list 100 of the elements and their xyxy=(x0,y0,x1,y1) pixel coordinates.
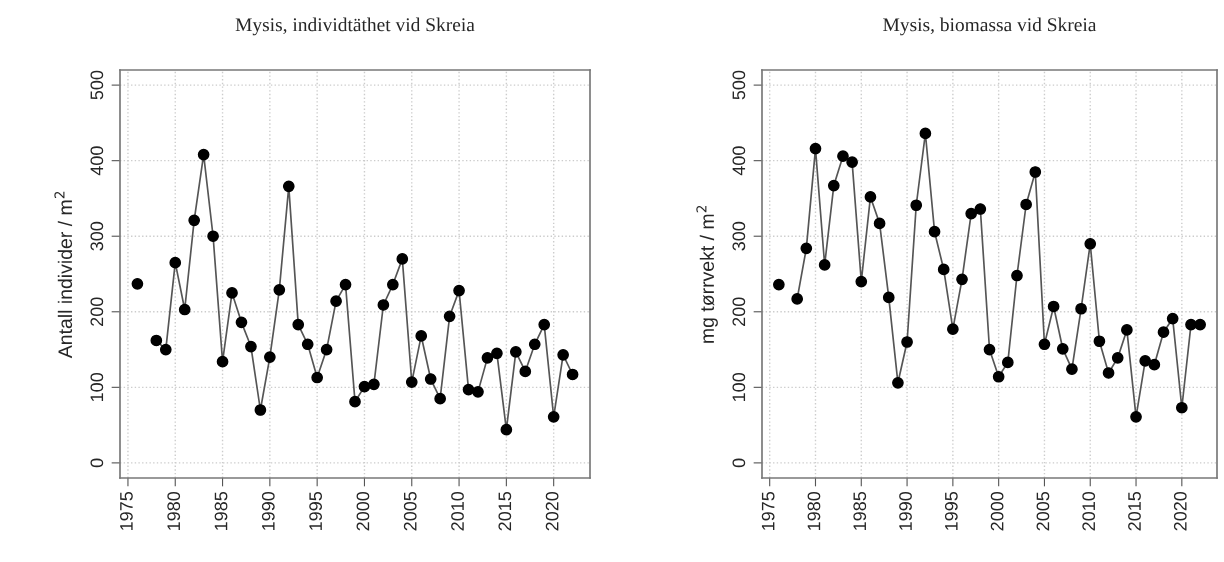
point xyxy=(882,291,895,304)
point xyxy=(226,287,238,299)
point xyxy=(339,278,352,291)
point xyxy=(1102,367,1115,379)
point xyxy=(415,330,428,342)
point xyxy=(150,334,163,347)
y-tick-label: 0 xyxy=(90,458,104,468)
x-tick-label: 2015 xyxy=(498,491,512,531)
point xyxy=(197,148,210,161)
point xyxy=(566,368,579,381)
point xyxy=(773,278,785,291)
point xyxy=(937,263,950,276)
x-tick-label: 2005 xyxy=(403,491,417,531)
x-tick-label: 2000 xyxy=(356,491,370,531)
point xyxy=(1038,338,1051,351)
point xyxy=(1001,356,1014,369)
x-tick-label: 1975 xyxy=(120,491,133,530)
point xyxy=(434,392,446,405)
point xyxy=(1166,312,1179,325)
y-tick-label: 200 xyxy=(90,297,104,326)
y-axis-title: Antall individer / m$^{2}$ xyxy=(54,191,73,359)
point xyxy=(1139,355,1152,367)
point xyxy=(1148,358,1161,371)
point xyxy=(509,345,522,358)
point xyxy=(254,404,267,416)
point xyxy=(864,191,877,203)
y-tick-label: 100 xyxy=(90,372,104,402)
point xyxy=(453,284,465,297)
point xyxy=(491,347,503,360)
point xyxy=(207,230,219,243)
y-tick-label: 300 xyxy=(732,221,746,251)
point xyxy=(837,150,849,162)
y-tick-label: 200 xyxy=(732,297,746,326)
point xyxy=(178,303,191,316)
x-tick-label: 2020 xyxy=(1173,491,1187,531)
point xyxy=(974,203,987,215)
point xyxy=(538,318,551,331)
x-tick-label: 1995 xyxy=(309,491,322,530)
x-tick-label: 2010 xyxy=(1082,491,1096,531)
x-tick-label: 1980 xyxy=(807,491,821,530)
point xyxy=(528,338,541,351)
point xyxy=(481,352,494,364)
y-tick-label: 400 xyxy=(90,146,104,176)
point xyxy=(159,343,172,356)
point xyxy=(396,253,409,265)
point xyxy=(1066,363,1078,376)
y-tick-label: 300 xyxy=(90,221,104,251)
point xyxy=(235,316,248,329)
point xyxy=(956,273,968,286)
x-tick-label: 2005 xyxy=(1036,491,1050,531)
y-tick-label: 500 xyxy=(732,70,746,100)
point xyxy=(809,142,822,155)
point xyxy=(827,179,840,192)
point xyxy=(901,336,913,348)
x-tick-label: 2015 xyxy=(1128,491,1141,531)
point xyxy=(282,180,295,193)
point xyxy=(992,370,1005,383)
point xyxy=(818,259,831,271)
point xyxy=(1029,166,1042,178)
x-tick-label: 1975 xyxy=(761,491,775,530)
point xyxy=(965,207,978,220)
point xyxy=(800,242,813,255)
point xyxy=(1175,401,1188,414)
y-tick-label: 100 xyxy=(732,372,746,402)
point xyxy=(443,310,456,323)
point xyxy=(947,323,959,336)
point xyxy=(264,351,276,363)
point xyxy=(1020,198,1032,211)
point xyxy=(1075,302,1087,315)
point xyxy=(791,293,804,305)
point xyxy=(1084,237,1097,250)
point xyxy=(320,343,333,356)
point xyxy=(301,338,314,351)
point xyxy=(292,318,305,331)
point xyxy=(273,284,286,296)
point xyxy=(245,340,257,353)
point xyxy=(983,343,996,356)
point xyxy=(169,256,182,269)
point xyxy=(1011,269,1023,282)
point xyxy=(405,376,418,388)
point xyxy=(1130,410,1142,423)
point xyxy=(188,214,201,227)
point xyxy=(424,373,437,385)
x-tick-label: 2010 xyxy=(451,491,464,531)
x-tick-label: 2020 xyxy=(545,491,559,531)
point xyxy=(349,395,361,408)
point xyxy=(1157,326,1170,339)
point xyxy=(873,217,886,230)
x-tick-label: 1990 xyxy=(899,491,912,530)
point xyxy=(1047,300,1060,313)
x-tick-label: 1985 xyxy=(853,491,867,530)
point xyxy=(500,423,513,436)
point xyxy=(1121,324,1133,336)
x-tick-label: 1990 xyxy=(261,491,275,530)
point xyxy=(1194,318,1206,331)
point xyxy=(855,275,868,288)
chart-title: Mysis, biomassa vid Skreia xyxy=(883,17,1097,36)
point xyxy=(547,410,560,423)
point xyxy=(330,295,342,308)
y-tick-label: 500 xyxy=(90,70,104,100)
